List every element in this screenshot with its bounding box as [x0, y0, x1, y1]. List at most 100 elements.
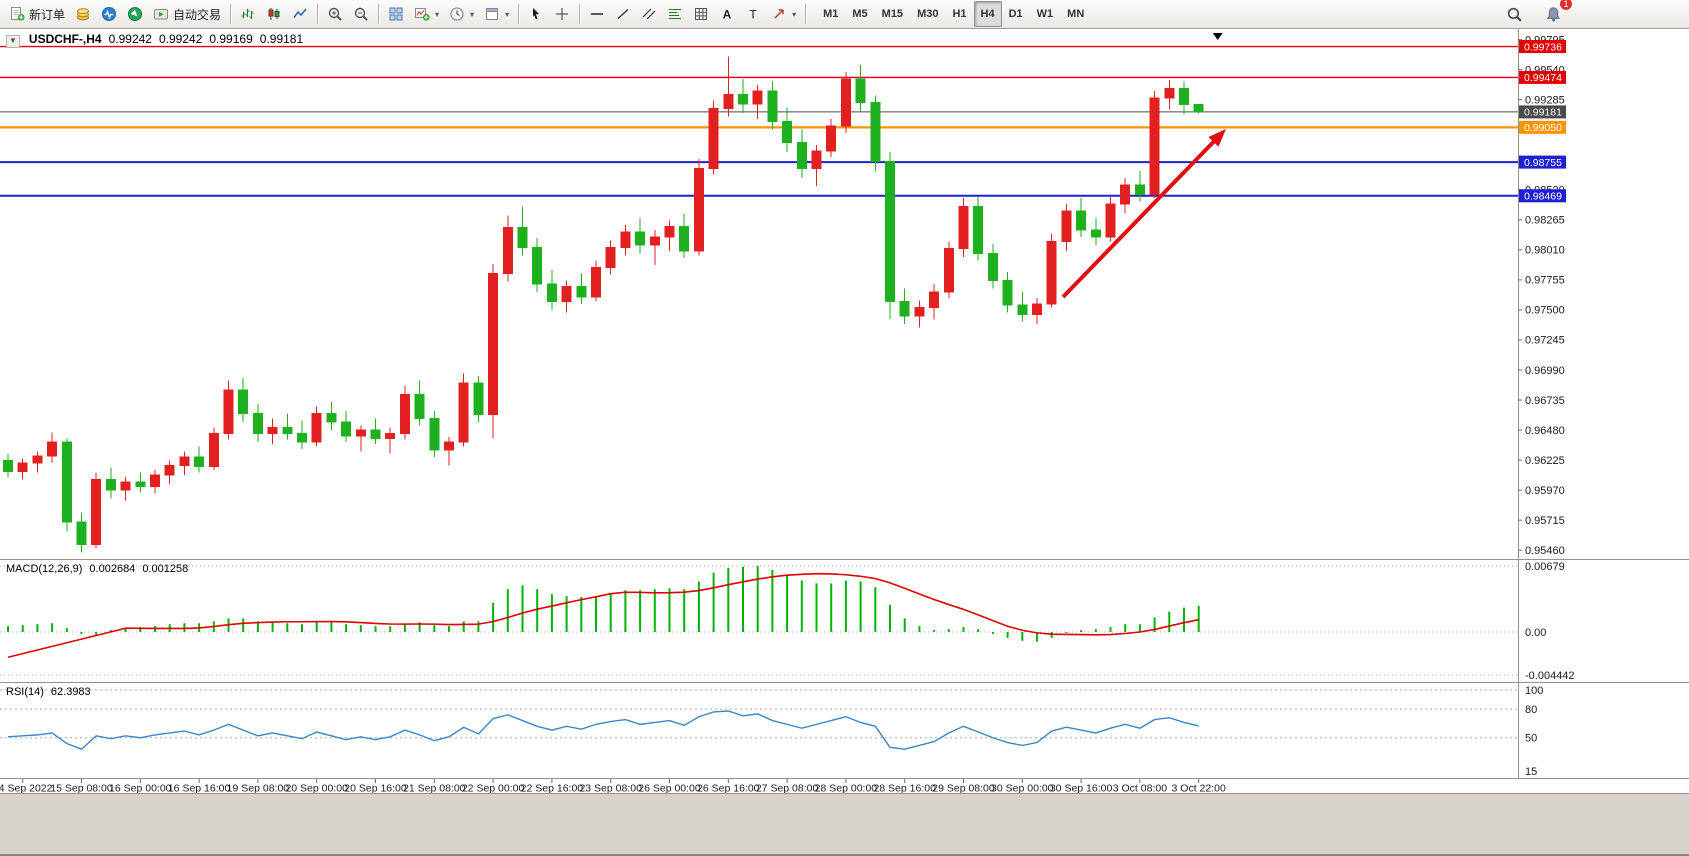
trend-arrow-line[interactable] [1061, 136, 1220, 299]
chart-background [0, 29, 1689, 793]
fibonacci-button[interactable] [662, 1, 688, 27]
timeframe-w1-button[interactable]: W1 [1036, 8, 1054, 20]
zoom-out-button[interactable] [348, 1, 374, 27]
candle [458, 373, 469, 447]
time-tick-label: 15 Sep 08:00 [50, 783, 113, 794]
timeframe-m1-button[interactable]: M1 [823, 8, 839, 20]
candlestick-chart-button[interactable] [261, 1, 287, 27]
candle [282, 413, 293, 440]
channel-button[interactable] [636, 1, 662, 27]
time-tick-label: 21 Sep 08:00 [403, 783, 466, 794]
candle [723, 56, 734, 117]
candle [929, 283, 940, 320]
candle [1164, 80, 1175, 110]
periods-button[interactable]: ▾ [444, 1, 479, 27]
macd-main-value: 0.002684 [89, 563, 136, 575]
timeframe-h4-button[interactable]: H4 [973, 1, 1002, 27]
candle [370, 418, 381, 445]
candle [326, 401, 337, 431]
label-t-icon: T [749, 8, 757, 22]
svg-text:A: A [723, 8, 732, 22]
candle [355, 425, 366, 452]
timeframe-m15-button[interactable]: M15 [881, 8, 904, 20]
time-tick-label: 22 Sep 00:00 [462, 783, 525, 794]
search-button[interactable] [1501, 1, 1528, 27]
timeframe-d1-button[interactable]: D1 [1008, 8, 1023, 20]
autotrading-button[interactable]: 自动交易 [148, 1, 226, 27]
line-chart-button[interactable] [287, 1, 313, 27]
collapse-pane-icon[interactable]: ▼ [6, 35, 20, 48]
candle [546, 269, 557, 310]
candle [414, 380, 425, 426]
macd-pane-label: MACD(12,26,9) 0.002684 0.001258 [6, 563, 188, 575]
crosshair-button[interactable] [549, 1, 575, 27]
trendline-icon [617, 8, 629, 20]
level-price-box-text: 0.99736 [1524, 41, 1562, 53]
candle [987, 243, 998, 289]
horizontal-level-lines[interactable] [0, 45, 1518, 197]
zoom-out-icon [354, 7, 368, 21]
candle [3, 453, 13, 478]
arrow-tool-icon [774, 9, 784, 19]
price-label-boxes: 0.99736 0.99474 0.99050 0.98755 0.98469 0.991… [1519, 40, 1566, 203]
price-tick-label: 0.96480 [1525, 425, 1565, 437]
arrows-button[interactable]: ▾ [766, 1, 801, 27]
candle [1120, 177, 1131, 214]
price-tick-label: 0.98265 [1525, 215, 1565, 227]
price-tick-label: 0.99285 [1525, 94, 1565, 106]
main-toolbar: 新订单 自动交易 ▾ ▾ ▾ [0, 0, 1689, 29]
candle [1105, 196, 1116, 242]
timeframe-h1-button[interactable]: H1 [952, 8, 967, 20]
label-button[interactable]: T [740, 1, 766, 27]
indicators-button[interactable]: ▾ [409, 1, 444, 27]
zoom-in-button[interactable] [322, 1, 348, 27]
candle [620, 225, 631, 256]
candles-series[interactable] [3, 56, 1204, 553]
chart-canvas[interactable]: 0.997950.995400.992850.990300.987750.985… [0, 29, 1689, 793]
text-a-icon: A [723, 8, 732, 22]
shapes-button[interactable] [688, 1, 714, 27]
notifications-button[interactable]: 1 [1540, 0, 1573, 27]
macd-signal-line [7, 572, 1199, 659]
templates-button[interactable]: ▾ [479, 1, 514, 27]
chevron-down-icon: ▾ [505, 9, 510, 19]
fibonacci-icon [669, 9, 682, 19]
candle [385, 427, 396, 454]
candle [899, 288, 910, 325]
chart-window: 0.997950.995400.992850.990300.987750.985… [0, 29, 1689, 793]
candle [1076, 198, 1087, 237]
tile-windows-button[interactable] [383, 1, 409, 27]
price-tick-label: 0.95715 [1525, 515, 1565, 527]
symbol-period-label: USDCHF-,H4 [28, 32, 102, 46]
trendline-button[interactable] [610, 1, 636, 27]
indicators-icon [415, 8, 430, 21]
profiles-button[interactable] [70, 1, 96, 27]
macd-indicator-label: MACD(12,26,9) [6, 563, 83, 575]
chart-shift-marker[interactable] [1212, 33, 1223, 40]
candle [311, 406, 322, 447]
navigator-button[interactable] [122, 1, 148, 27]
timeframe-m5-button[interactable]: M5 [852, 8, 868, 20]
candle [693, 159, 704, 256]
cursor-button[interactable] [523, 1, 549, 27]
candle [267, 418, 278, 445]
macd-pane[interactable]: 0.00679 0.00 -0.004442 [0, 561, 1575, 682]
rsi-pane[interactable]: 100 80 50 15 [0, 685, 1543, 778]
candle [796, 129, 807, 178]
new-order-button[interactable]: 新订单 [4, 1, 70, 27]
candle [429, 411, 440, 458]
horizontal-line-button[interactable] [584, 1, 610, 27]
time-tick-label: 30 Sep 00:00 [991, 783, 1054, 794]
price-tick-label: 0.96735 [1525, 395, 1565, 407]
timeframe-m30-button[interactable]: M30 [917, 8, 939, 20]
time-tick-label: 14 Sep 2022 [0, 783, 53, 794]
bar-chart-button[interactable] [235, 1, 261, 27]
rsi-axis-label: 80 [1525, 704, 1537, 716]
rsi-indicator-label: RSI(14) [6, 686, 44, 698]
timeframe-mn-button[interactable]: MN [1067, 8, 1085, 20]
coins-icon [77, 8, 90, 21]
market-watch-button[interactable] [96, 1, 122, 27]
rsi-line [7, 710, 1199, 751]
text-button[interactable]: A [714, 1, 740, 27]
